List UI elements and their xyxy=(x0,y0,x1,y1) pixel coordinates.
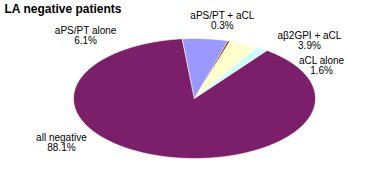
svg-text:all negative88.1%: all negative88.1% xyxy=(36,132,87,153)
svg-text:aPS/PT + aCL0.3%: aPS/PT + aCL0.3% xyxy=(190,10,254,31)
svg-text:LA negative patients: LA negative patients xyxy=(5,2,122,16)
svg-text:aPS/PT alone6.1%: aPS/PT alone6.1% xyxy=(55,25,117,46)
svg-text:aCL alone1.6%: aCL alone1.6% xyxy=(299,55,345,76)
svg-text:aβ2GPI + aCL3.9%: aβ2GPI + aCL3.9% xyxy=(278,30,342,51)
